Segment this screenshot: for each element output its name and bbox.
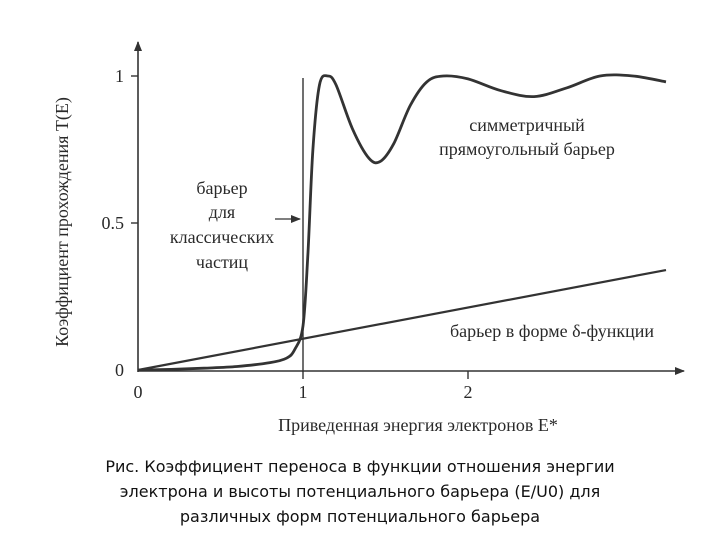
x-tick-label: 1 [299, 382, 308, 402]
caption-line: Рис. Коэффициент переноса в функции отно… [105, 457, 615, 476]
y-tick-label: 1 [115, 66, 124, 86]
ticks: 0 1 2 0 0.5 1 [102, 66, 473, 402]
y-axis-label: Коэффициент прохождения T(E) [52, 97, 73, 347]
y-tick-label: 0.5 [102, 213, 125, 233]
caption-line: различных форм потенциального барьера [179, 507, 541, 526]
figure-caption: Рис. Коэффициент переноса в функции отно… [40, 454, 680, 529]
annotation-classical-1: для [209, 202, 235, 222]
series-rect-barrier-line [137, 73, 667, 372]
annotation-classical-0: барьер [196, 178, 247, 198]
annotation-rect-1: прямоугольный барьер [439, 139, 615, 159]
transmission-chart: 0 1 200.51 барьер для классических частиц … [52, 41, 685, 435]
series-lines [137, 73, 667, 372]
annotation-classical-2: классических [170, 227, 274, 247]
series-delta-barrier-line [137, 268, 667, 372]
annotation-delta: барьер в форме δ-функции [450, 321, 654, 341]
y-tick-label: 0 [115, 360, 124, 380]
x-tick-label: 2 [464, 382, 473, 402]
annotation-rect-0: симметричный [469, 115, 585, 135]
x-tick-label: 0 [134, 382, 143, 402]
annotation-classical-3: частиц [196, 252, 249, 272]
caption-line: электрона и высоты потенциального барьер… [119, 482, 601, 501]
x-axis-label: Приведенная энергия электронов E* [278, 415, 558, 435]
